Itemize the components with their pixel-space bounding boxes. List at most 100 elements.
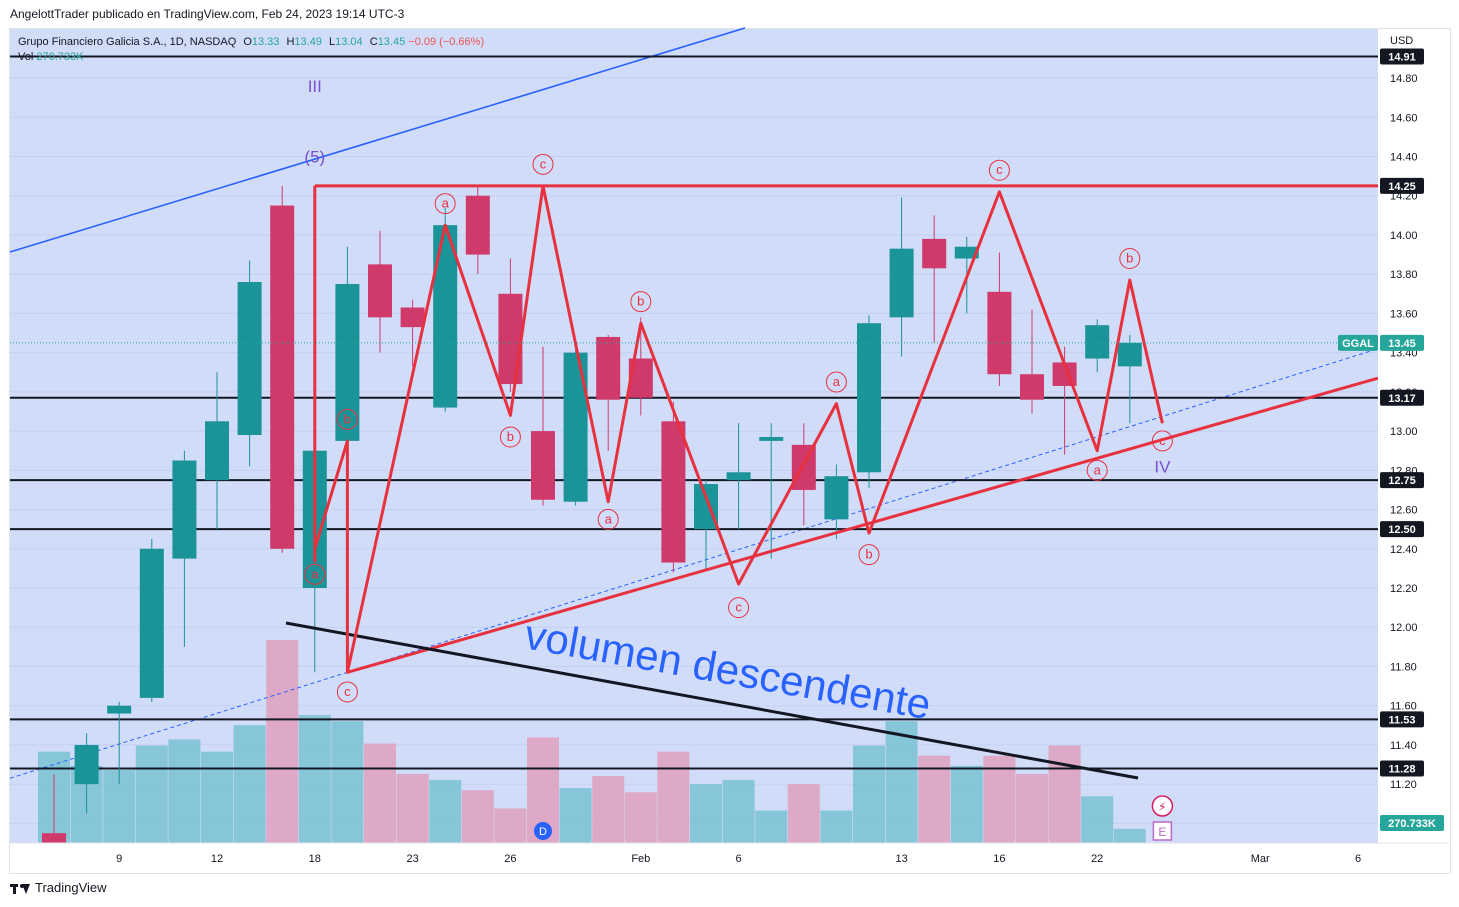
candle-body	[1020, 374, 1044, 400]
volume-bar	[364, 743, 396, 843]
wave-label: b	[637, 294, 644, 309]
price-tick-label: 13.60	[1390, 308, 1418, 320]
publisher-caption: AngelottTrader publicado en TradingView.…	[10, 7, 405, 21]
volume-bar	[396, 773, 429, 843]
volume-bar	[494, 808, 527, 843]
wave-label-circle	[336, 408, 358, 430]
candle-body	[237, 282, 262, 436]
price-tick-label: 13.00	[1390, 426, 1418, 438]
support-trendline	[346, 376, 1379, 674]
candle-body	[74, 744, 99, 785]
price-tick-label: 12.40	[1390, 544, 1418, 556]
volume-bar	[559, 788, 592, 843]
candle-body	[1117, 342, 1142, 367]
candle-body	[42, 833, 66, 843]
brand-name: TradingView	[35, 880, 107, 895]
date-tick-label: 9	[116, 853, 122, 865]
volume-bar	[853, 745, 885, 843]
date-tick-label: 22	[1091, 853, 1103, 865]
date-tick-label: 6	[1355, 853, 1361, 865]
volume-bar	[135, 745, 168, 843]
date-tick-label: 12	[211, 853, 223, 865]
chart-frame[interactable]	[9, 28, 1451, 874]
wave-label-circle	[825, 371, 847, 393]
candle-body	[270, 205, 295, 549]
candle-body	[726, 472, 751, 481]
price-tick-label: 11.40	[1390, 740, 1417, 752]
volume-bar	[1048, 745, 1081, 843]
date-tick-label: 18	[309, 853, 321, 865]
wave-label-circle	[499, 426, 521, 448]
current-price-badge: 13.45	[1388, 338, 1416, 350]
wave-label-circle	[1151, 430, 1173, 452]
candle-body	[1085, 325, 1110, 359]
price-tick-label: 14.80	[1390, 73, 1418, 85]
ticker-badge-bg	[1338, 334, 1378, 351]
open-label: O	[243, 36, 252, 48]
footer-brand: TradingView	[10, 880, 107, 895]
volume-bar	[429, 780, 462, 843]
wave-label: c	[1159, 433, 1166, 448]
volume-bar	[918, 755, 951, 843]
volume-bar	[266, 640, 299, 843]
change-value: −0.09 (−0.66%)	[408, 36, 485, 48]
wave-label: a	[1094, 462, 1102, 477]
symbol-name: Grupo Financiero Galicia S.A., 1D, NASDA…	[18, 36, 237, 48]
volume-bar	[331, 721, 364, 843]
volume-bar	[722, 780, 755, 843]
candle-body	[954, 246, 979, 259]
price-tick-label: 11.80	[1390, 661, 1417, 673]
price-tick-label: 11.60	[1390, 701, 1417, 713]
wave-label: a	[833, 374, 841, 389]
wave-label-circle	[434, 193, 456, 215]
wave-label: b	[507, 429, 514, 444]
level-badge-bg	[1380, 711, 1424, 728]
date-tick-label: 23	[406, 853, 418, 865]
candle-body	[531, 431, 555, 500]
earnings-flash-icon	[1151, 795, 1174, 817]
wave-label-circle	[988, 159, 1010, 181]
price-tick-label: 14.60	[1390, 112, 1418, 124]
candle-body	[824, 476, 849, 520]
high-label: H	[286, 36, 295, 48]
date-tick-label: 13	[895, 853, 907, 865]
wave-label: c	[996, 162, 1003, 177]
wave-label: a	[442, 196, 450, 211]
volume-bar	[950, 765, 983, 843]
elliott-wave-path	[313, 184, 1164, 674]
volume-label: Vol	[18, 51, 34, 63]
flash-glyph: ⚡	[1158, 800, 1166, 814]
level-badge: 11.53	[1389, 714, 1416, 726]
dividend-marker	[534, 822, 552, 840]
volume-bar	[461, 790, 494, 843]
volume-bar	[657, 751, 690, 843]
low-value: 13.04	[335, 36, 363, 48]
price-tick-label: 14.40	[1390, 151, 1418, 163]
earnings-marker-label: E	[1158, 825, 1166, 839]
candle-body	[368, 264, 392, 318]
volume-bar	[298, 715, 331, 843]
candle-body	[498, 293, 523, 385]
wave-label: b	[344, 411, 351, 426]
wave-label: a	[311, 566, 319, 581]
level-badge-bg	[1380, 760, 1424, 777]
wave-label-circle	[1119, 247, 1141, 269]
close-label: C	[369, 36, 378, 48]
ticker-badge: GGAL	[1342, 338, 1374, 350]
wave-label-circle	[532, 153, 554, 175]
date-tick-label: Mar	[1251, 853, 1270, 865]
candle-body	[563, 352, 588, 502]
wave-label: b	[865, 547, 872, 562]
level-badge: 12.50	[1388, 524, 1416, 536]
wave-label-circle	[304, 563, 326, 585]
candle-body	[139, 548, 164, 698]
price-tick-label: 12.20	[1390, 583, 1418, 595]
date-tick-label: 6	[736, 853, 742, 865]
volume-bar	[1081, 796, 1114, 843]
wave-degree-label: (5)	[304, 147, 325, 166]
volume-bar	[755, 810, 788, 843]
wave-degree-label: IV	[1154, 457, 1171, 476]
tradingview-logo-icon	[10, 882, 30, 894]
candle-body	[107, 705, 132, 714]
